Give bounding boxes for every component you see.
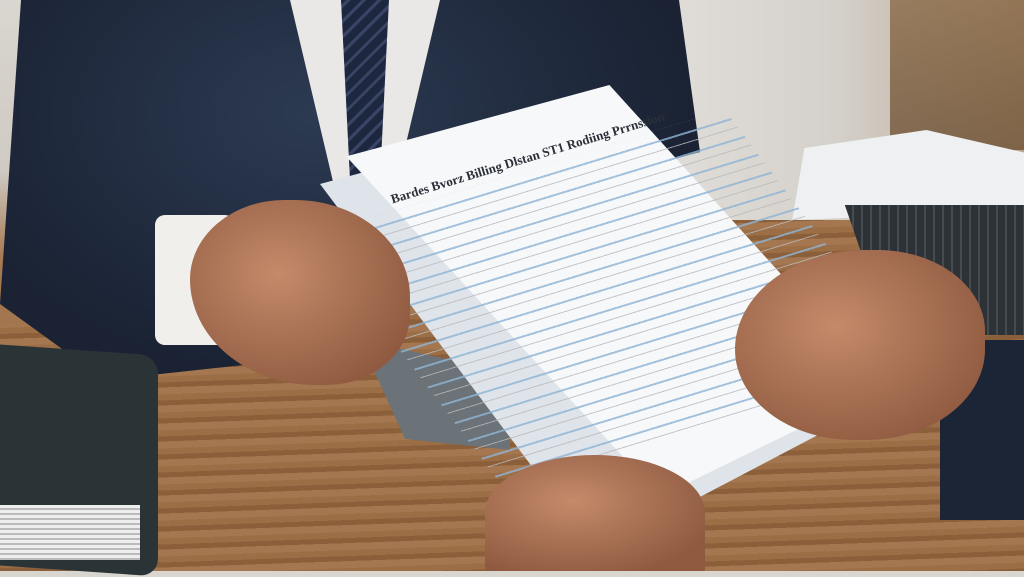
receiving-hand — [485, 455, 705, 571]
bookshelf — [890, 0, 1024, 150]
left-hand — [190, 200, 410, 385]
right-hand — [735, 250, 985, 440]
binder-pages — [0, 505, 140, 560]
